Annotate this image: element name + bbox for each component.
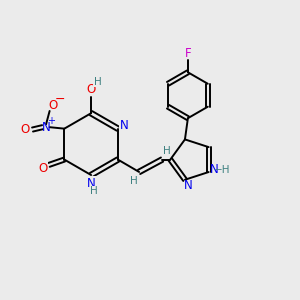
Text: N: N xyxy=(120,118,129,132)
Text: H: H xyxy=(130,176,138,186)
Text: H: H xyxy=(94,77,101,87)
Text: O: O xyxy=(21,123,30,136)
Text: H: H xyxy=(164,146,171,156)
Text: O: O xyxy=(48,99,57,112)
Text: −H: −H xyxy=(214,165,230,175)
Text: N: N xyxy=(42,121,50,134)
Text: F: F xyxy=(184,47,191,60)
Text: N: N xyxy=(210,163,218,176)
Text: O: O xyxy=(86,82,96,95)
Text: +: + xyxy=(47,116,56,126)
Text: N: N xyxy=(87,177,95,190)
Text: H: H xyxy=(90,186,98,196)
Text: −: − xyxy=(55,93,65,106)
Text: O: O xyxy=(38,162,47,175)
Text: N: N xyxy=(184,179,193,192)
